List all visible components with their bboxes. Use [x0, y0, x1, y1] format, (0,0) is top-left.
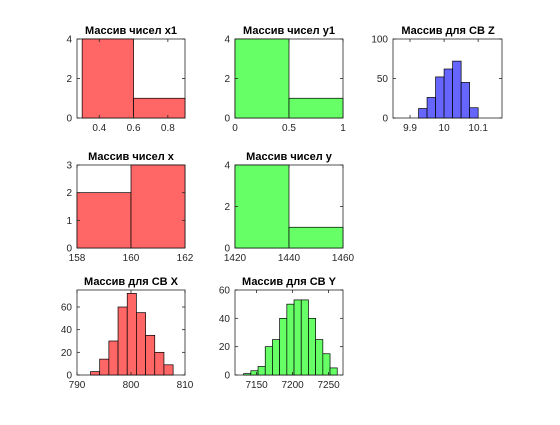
x-tick-label: 0.5: [282, 123, 296, 134]
subplot-rv-y: Массив для СВ Y 7150 7200 7250 0 20 40 60: [219, 276, 344, 391]
histogram-bar: [322, 353, 331, 376]
histogram-bar: [257, 366, 266, 376]
histogram-bar: [418, 108, 428, 119]
histogram-bar: [286, 303, 295, 376]
subplot-x: Массив чисел x 158 160 162 0 1 2 3: [66, 151, 193, 264]
x-tick-label: 1440: [278, 253, 301, 264]
histogram-bar: [452, 60, 462, 119]
subplot-title: Массив для СВ X: [84, 276, 179, 288]
x-tick-label: 158: [69, 253, 86, 264]
histogram-bar: [329, 367, 338, 376]
x-tick-label: 9.9: [403, 123, 417, 134]
y-tick-label: 1: [66, 216, 72, 227]
subplot-z: Массив для СВ Z 9.9 10 10.1 0 50 100: [371, 25, 503, 134]
x-tick-label: 10: [439, 123, 451, 134]
x-tick-label: 1460: [332, 253, 355, 264]
y-tick-label: 4: [66, 35, 72, 46]
y-tick-label: 0: [224, 371, 230, 382]
y-tick-label: 2: [66, 188, 72, 199]
subplot-title: Массив чисел y: [246, 151, 333, 163]
x-tick-label: 1420: [224, 253, 247, 264]
y-tick-label: 0: [382, 114, 388, 125]
subplot-y: Массив чисел y 1420 1440 1460 0 2 4: [224, 151, 355, 264]
y-tick-label: 20: [219, 342, 231, 353]
histogram-bar: [272, 339, 280, 376]
y-tick-label: 0: [224, 244, 230, 255]
histogram-bar: [126, 293, 137, 376]
y-tick-label: 60: [61, 303, 73, 314]
x-tick-label: 0.4: [92, 123, 106, 134]
y-tick-label: 0: [66, 114, 72, 125]
histogram-bar: [90, 371, 101, 376]
histogram-bar: [315, 339, 324, 376]
x-tick-label: 1: [340, 123, 346, 134]
histogram-bar: [288, 226, 344, 249]
histogram-bar: [154, 351, 165, 376]
y-tick-label: 50: [377, 74, 389, 85]
subplot-y1: Массив чисел y1 0 0.5 1 0 2 4: [224, 25, 346, 134]
x-tick-label: 790: [69, 380, 86, 391]
subplot-title: Массив для СВ Y: [242, 276, 337, 288]
x-tick-label: 0.8: [161, 123, 175, 134]
y-tick-label: 0: [66, 244, 72, 255]
histogram-bar: [145, 334, 156, 376]
x-tick-label: 0.6: [127, 123, 141, 134]
y-tick-label: 2: [224, 74, 230, 85]
histogram-bar: [108, 340, 119, 376]
histogram-bar: [234, 164, 290, 249]
histogram-bar: [426, 97, 436, 119]
x-tick-label: 7150: [245, 380, 268, 391]
y-tick-label: 40: [61, 325, 73, 336]
histogram-bar: [435, 76, 445, 119]
y-tick-label: 100: [371, 35, 388, 46]
histogram-bar: [288, 97, 344, 119]
histogram-bar: [469, 107, 479, 119]
x-tick-label: 7200: [281, 380, 304, 391]
subplot-rv-x: Массив для СВ X 790 800 810 0 20 40 60: [61, 276, 194, 391]
histogram-bar: [99, 358, 110, 376]
x-tick-label: 0: [232, 123, 238, 134]
histogram-bar: [136, 312, 146, 376]
x-tick-label: 810: [177, 380, 194, 391]
y-tick-label: 60: [219, 286, 231, 297]
y-tick-label: 40: [219, 314, 231, 325]
histogram-bar: [133, 97, 186, 119]
histogram-bar: [163, 364, 174, 376]
histogram-bar: [460, 82, 470, 119]
histogram-bar: [234, 38, 290, 119]
subplot-title: Массив чисел y1: [243, 25, 335, 37]
histogram-bar: [117, 306, 128, 376]
subplot-title: Массив чисел x1: [85, 25, 177, 37]
x-tick-label: 7250: [317, 380, 340, 391]
x-tick-label: 160: [123, 253, 140, 264]
y-tick-label: 4: [224, 161, 230, 172]
histogram-bar: [300, 299, 309, 376]
x-tick-label: 10.1: [468, 123, 488, 134]
histogram-bar: [264, 346, 273, 376]
x-tick-label: 162: [177, 253, 194, 264]
y-tick-label: 0: [224, 114, 230, 125]
y-tick-label: 2: [224, 202, 230, 213]
histogram-bar: [81, 38, 134, 119]
subplot-title: Массив чисел x: [88, 151, 175, 163]
x-tick-label: 800: [123, 380, 140, 391]
y-tick-label: 20: [61, 348, 73, 359]
histogram-bar: [130, 164, 186, 249]
histogram-bar: [293, 299, 302, 376]
histogram-bar: [279, 317, 288, 376]
y-tick-label: 4: [224, 35, 230, 46]
subplot-title: Массив для СВ Z: [401, 25, 495, 37]
histogram-bar: [76, 192, 132, 249]
histogram-bar: [443, 68, 453, 119]
y-tick-label: 3: [66, 161, 72, 172]
histogram-bar: [308, 317, 316, 376]
y-tick-label: 0: [66, 371, 72, 382]
y-tick-label: 2: [66, 74, 72, 85]
subplot-x1: Массив чисел x1 0.4 0.6 0.8 0 2 4: [66, 25, 186, 134]
histogram-bar: [243, 373, 252, 376]
